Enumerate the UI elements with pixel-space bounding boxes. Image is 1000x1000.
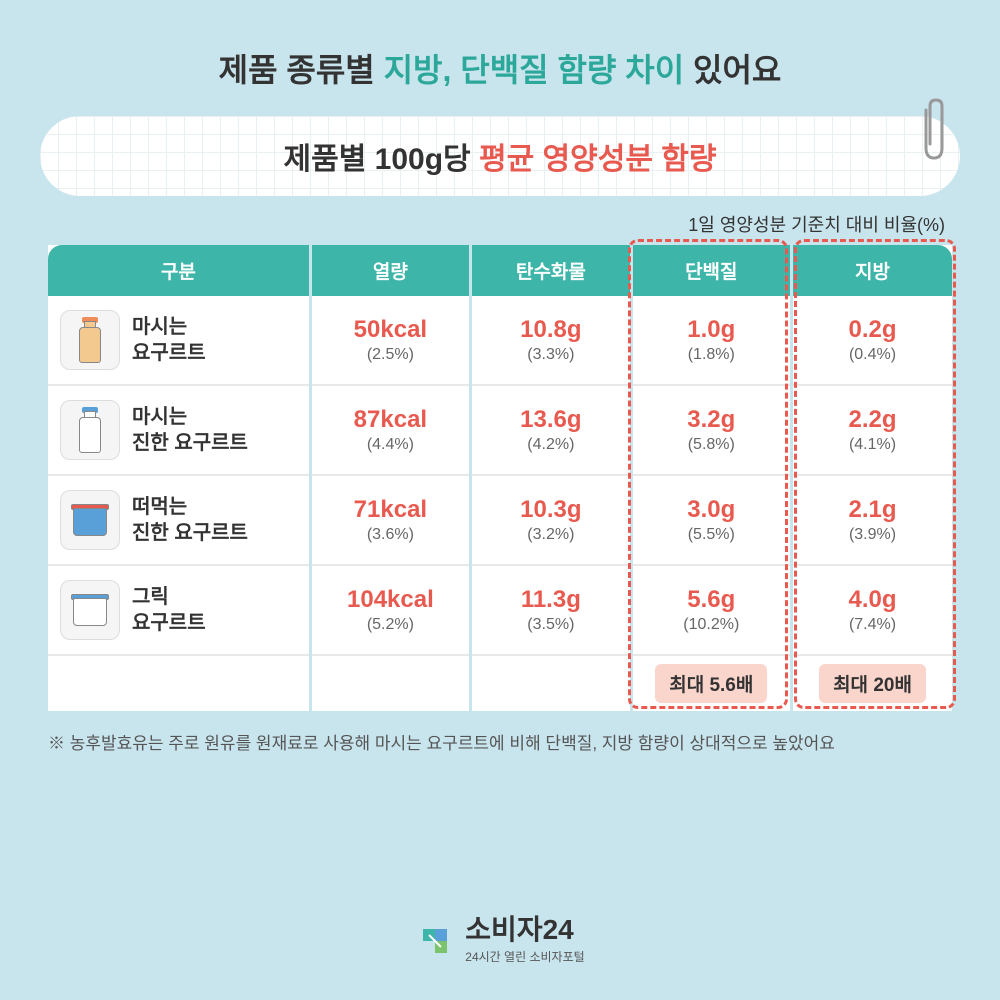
table-row: 그릭요구르트 104kcal(5.2%)11.3g(3.5%)5.6g(10.2%… — [48, 565, 952, 655]
value-main: 3.2g — [633, 406, 790, 435]
value-main: 13.6g — [472, 406, 629, 435]
value-sub: (3.9%) — [793, 526, 952, 544]
main-title: 제품 종류별 지방, 단백질 함량 차이 있어요 — [0, 0, 1000, 116]
value-cell: 2.1g(3.9%) — [792, 475, 952, 565]
category-cell: 그릭요구르트 — [48, 565, 310, 655]
value-cell: 10.8g(3.3%) — [471, 296, 631, 385]
footer-tagline: 24시간 열린 소비자포털 — [465, 948, 584, 965]
product-icon — [60, 310, 120, 370]
value-main: 5.6g — [633, 586, 790, 615]
value-sub: (0.4%) — [793, 346, 952, 364]
col-carbs: 탄수화물 — [471, 245, 631, 296]
value-cell: 50kcal(2.5%) — [310, 296, 470, 385]
footer-text: 소비자24 24시간 열린 소비자포털 — [465, 916, 584, 965]
value-cell: 13.6g(4.2%) — [471, 385, 631, 475]
value-main: 2.1g — [793, 496, 952, 525]
summary-fat: 최대 20배 — [792, 655, 952, 711]
summary-empty — [471, 655, 631, 711]
value-cell: 4.0g(7.4%) — [792, 565, 952, 655]
value-main: 87kcal — [312, 406, 469, 435]
product-name: 마시는요구르트 — [132, 314, 206, 366]
value-sub: (1.8%) — [633, 346, 790, 364]
value-cell: 104kcal(5.2%) — [310, 565, 470, 655]
category-cell: 떠먹는진한 요구르트 — [48, 475, 310, 565]
summary-empty — [48, 655, 310, 711]
product-name: 그릭요구르트 — [132, 584, 206, 636]
col-calories: 열량 — [310, 245, 470, 296]
value-main: 4.0g — [793, 586, 952, 615]
title-post: 있어요 — [684, 52, 781, 88]
value-cell: 3.0g(5.5%) — [631, 475, 791, 565]
table-note: 1일 영양성분 기준치 대비 비율(%) — [0, 211, 945, 237]
logo-icon — [415, 921, 455, 961]
value-main: 50kcal — [312, 316, 469, 345]
value-main: 71kcal — [312, 496, 469, 525]
value-sub: (3.5%) — [472, 616, 629, 634]
value-sub: (10.2%) — [633, 616, 790, 634]
subtitle: 제품별 100g당 평균 영양성분 함량 — [40, 116, 960, 196]
value-sub: (4.2%) — [472, 436, 629, 454]
value-sub: (5.5%) — [633, 526, 790, 544]
title-pre: 제품 종류별 — [219, 52, 384, 88]
value-main: 104kcal — [312, 586, 469, 615]
product-icon — [60, 490, 120, 550]
value-main: 0.2g — [793, 316, 952, 345]
value-main: 10.3g — [472, 496, 629, 525]
value-sub: (3.2%) — [472, 526, 629, 544]
subtitle-pre: 제품별 100g당 — [284, 143, 479, 176]
footer: 소비자24 24시간 열린 소비자포털 — [0, 916, 1000, 965]
table-row: 마시는진한 요구르트 87kcal(4.4%)13.6g(4.2%)3.2g(5.… — [48, 385, 952, 475]
value-cell: 10.3g(3.2%) — [471, 475, 631, 565]
value-sub: (4.1%) — [793, 436, 952, 454]
col-protein: 단백질 — [631, 245, 791, 296]
value-cell: 0.2g(0.4%) — [792, 296, 952, 385]
summary-row: 최대 5.6배 최대 20배 — [48, 655, 952, 711]
value-cell: 87kcal(4.4%) — [310, 385, 470, 475]
value-sub: (5.8%) — [633, 436, 790, 454]
value-main: 1.0g — [633, 316, 790, 345]
value-sub: (5.2%) — [312, 616, 469, 634]
value-cell: 1.0g(1.8%) — [631, 296, 791, 385]
category-cell: 마시는요구르트 — [48, 296, 310, 385]
product-name: 마시는진한 요구르트 — [132, 404, 248, 456]
subtitle-accent: 평균 영양성분 함량 — [479, 143, 716, 176]
summary-empty — [310, 655, 470, 711]
value-sub: (3.3%) — [472, 346, 629, 364]
value-main: 10.8g — [472, 316, 629, 345]
summary-protein: 최대 5.6배 — [631, 655, 791, 711]
table-row: 떠먹는진한 요구르트 71kcal(3.6%)10.3g(3.2%)3.0g(5.… — [48, 475, 952, 565]
product-name: 떠먹는진한 요구르트 — [132, 494, 248, 546]
col-category: 구분 — [48, 245, 310, 296]
nutrition-table: 구분 열량 탄수화물 단백질 지방 마시는요구르트50kcal(2.5%)10.… — [48, 245, 952, 711]
table-row: 마시는요구르트 50kcal(2.5%)10.8g(3.3%)1.0g(1.8%)… — [48, 296, 952, 385]
header-row: 구분 열량 탄수화물 단백질 지방 — [48, 245, 952, 296]
footnote: ※ 농후발효유는 주로 원유를 원재료로 사용해 마시는 요구르트에 비해 단백… — [48, 729, 952, 754]
value-cell: 5.6g(10.2%) — [631, 565, 791, 655]
category-cell: 마시는진한 요구르트 — [48, 385, 310, 475]
title-highlight: 지방, 단백질 함량 차이 — [384, 52, 685, 88]
paperclip-icon — [916, 98, 952, 168]
value-sub: (2.5%) — [312, 346, 469, 364]
value-main: 2.2g — [793, 406, 952, 435]
product-icon — [60, 580, 120, 640]
value-main: 11.3g — [472, 586, 629, 615]
value-sub: (7.4%) — [793, 616, 952, 634]
value-main: 3.0g — [633, 496, 790, 525]
col-fat: 지방 — [792, 245, 952, 296]
subtitle-container: 제품별 100g당 평균 영양성분 함량 — [40, 116, 960, 196]
footer-brand: 소비자24 — [465, 916, 584, 944]
value-cell: 2.2g(4.1%) — [792, 385, 952, 475]
value-cell: 11.3g(3.5%) — [471, 565, 631, 655]
table-container: 구분 열량 탄수화물 단백질 지방 마시는요구르트50kcal(2.5%)10.… — [48, 245, 952, 711]
value-sub: (4.4%) — [312, 436, 469, 454]
value-sub: (3.6%) — [312, 526, 469, 544]
product-icon — [60, 400, 120, 460]
value-cell: 3.2g(5.8%) — [631, 385, 791, 475]
value-cell: 71kcal(3.6%) — [310, 475, 470, 565]
